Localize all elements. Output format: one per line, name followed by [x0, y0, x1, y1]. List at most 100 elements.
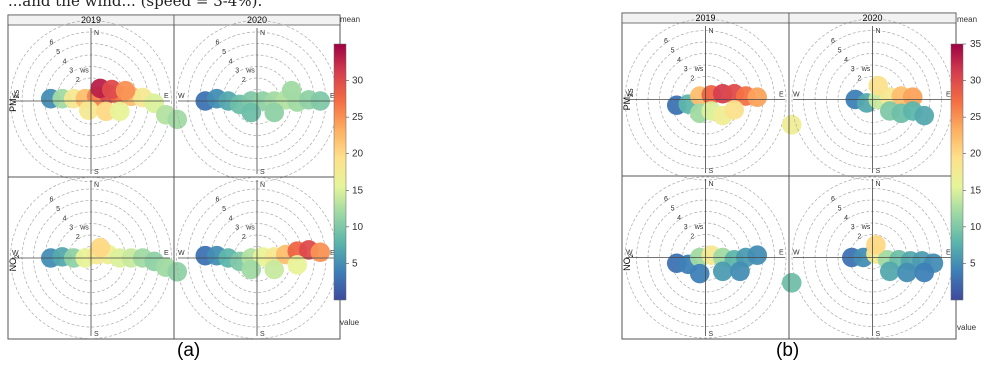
ws-label: ws [861, 66, 871, 73]
colorbar-tick-label-20: 20 [970, 149, 982, 160]
ring-label-6: 6 [215, 196, 219, 203]
ws-label: ws [245, 225, 255, 232]
compass-s: S [94, 331, 99, 338]
ring-label-5: 5 [222, 206, 226, 213]
value-blob [730, 261, 750, 282]
compass-e: E [330, 93, 335, 100]
compass-s: S [709, 331, 714, 338]
ring-label-5: 5 [838, 47, 842, 54]
ws-label: ws [861, 224, 871, 231]
compass-e: E [330, 250, 335, 257]
compass-s: S [709, 168, 714, 175]
ring-label-4: 4 [844, 215, 848, 222]
value-blob [914, 105, 935, 126]
compass-s: S [94, 169, 99, 176]
value-blob [868, 75, 889, 96]
compass-w: W [178, 250, 185, 257]
value-blob [264, 259, 285, 280]
compass-w: W [626, 92, 633, 99]
compass-n: N [876, 28, 881, 35]
compass-n: N [94, 30, 99, 37]
value-blob [78, 100, 99, 120]
value-blob [109, 101, 130, 122]
header-fragment: ...and the wind... (speed = 3-4%). [8, 0, 263, 10]
value-blob [90, 237, 110, 258]
ring-label-5: 5 [671, 205, 675, 212]
colorbar-tick-label-5: 5 [352, 258, 358, 269]
value-blob [167, 109, 188, 130]
ring-label-3: 3 [851, 66, 855, 73]
value-blob [781, 115, 802, 135]
ring-label-4: 4 [229, 58, 233, 65]
ring-label-2: 2 [690, 76, 694, 83]
ring-label-6: 6 [831, 196, 835, 203]
ws-ring [624, 176, 787, 339]
colorbar-title: mean [957, 15, 977, 24]
colorbar-tick-label-25: 25 [970, 112, 982, 123]
strip-label-2020: 2020 [247, 15, 267, 25]
value-blob [879, 261, 900, 282]
ring-label-5: 5 [838, 205, 842, 212]
panel-PM-2019: N E S W 23 ws 456 [624, 18, 802, 181]
ring-label-4: 4 [63, 215, 67, 222]
compass-n: N [709, 181, 714, 188]
ring-label-5: 5 [56, 206, 60, 213]
panel-NO-2020: N E S W 23 ws 456 [173, 176, 340, 339]
ring-label-3: 3 [69, 68, 73, 75]
colorbar-tick-label-10: 10 [352, 222, 364, 233]
compass-w: W [793, 92, 800, 99]
panel-PM-2019: N E S W 23 ws 456 [10, 20, 188, 182]
ring-label-6: 6 [664, 196, 668, 203]
ring-label-2: 2 [242, 77, 246, 84]
compass-w: W [12, 250, 19, 257]
strip-2020 [788, 12, 957, 24]
value-blob [115, 80, 136, 101]
value-blob [914, 262, 935, 283]
compass-w: W [793, 250, 800, 257]
ring-label-5: 5 [671, 47, 675, 54]
value-blob [689, 263, 710, 284]
caption-a: (a) [177, 340, 201, 361]
ring-label-6: 6 [49, 196, 53, 203]
ring-label-3: 3 [69, 225, 73, 232]
ring-label-2: 2 [857, 76, 861, 83]
compass-n: N [260, 182, 265, 189]
compass-n: N [94, 182, 99, 189]
panel-NO-2020: N E S W 23 ws 456 [788, 175, 956, 339]
row-label-sub: 2 [15, 254, 21, 258]
ws-label: ws [79, 225, 89, 232]
ws-ring [10, 177, 172, 339]
ring-label-2: 2 [76, 77, 80, 84]
compass-n: N [709, 28, 714, 35]
ring-label-5: 5 [56, 49, 60, 56]
value-blob [287, 255, 308, 275]
ring-label-2: 2 [690, 234, 694, 241]
value-blob [866, 235, 886, 255]
value-blob [241, 102, 262, 123]
value-blob [897, 262, 917, 283]
ring-label-4: 4 [229, 215, 233, 222]
compass-e: E [164, 250, 169, 257]
value-blob [902, 87, 923, 107]
ring-label-3: 3 [851, 224, 855, 231]
panel-PM-2020: N E S W 23 ws 456 [788, 18, 954, 181]
colorbar [333, 43, 347, 301]
colorbar-tick-label-10: 10 [970, 222, 982, 233]
caption-b: (b) [776, 340, 800, 361]
value-blob [167, 262, 188, 282]
ws-label: ws [79, 68, 89, 75]
ring-label-4: 4 [844, 57, 848, 64]
strip-label-2020: 2020 [862, 13, 882, 23]
ring-label-4: 4 [63, 58, 67, 65]
ring-label-2: 2 [76, 234, 80, 241]
value-blob [264, 102, 285, 123]
colorbar-tick-label-15: 15 [970, 185, 982, 196]
panel-PM-2020: N E S W 23 ws 456 [173, 20, 338, 182]
row-label-sub: 2.5 [15, 89, 21, 98]
ws-label: ws [694, 66, 704, 73]
ring-label-2: 2 [857, 234, 861, 241]
colorbar-tick-label-30: 30 [970, 76, 982, 87]
value-blob [712, 261, 733, 282]
